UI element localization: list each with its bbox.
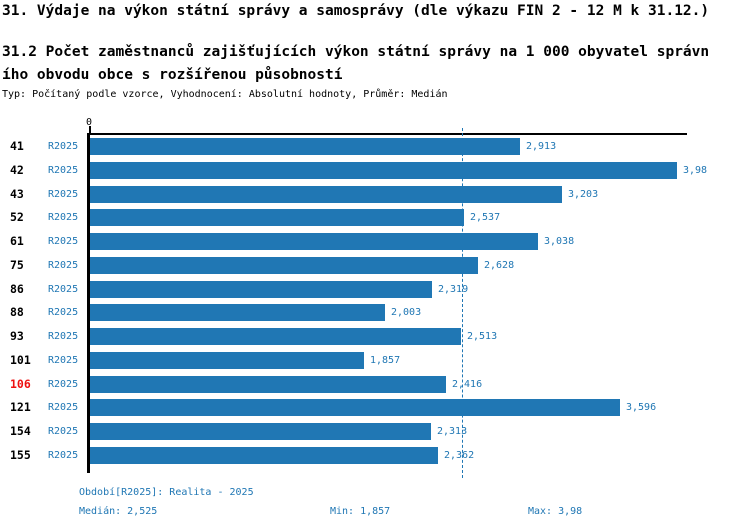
footer-period: Období[R2025]: Realita - 2025: [79, 487, 254, 498]
category-label: 43: [10, 187, 24, 201]
series-label: R2025: [48, 426, 79, 437]
bar: [90, 257, 478, 274]
category-label: 86: [10, 282, 24, 296]
category-label: 75: [10, 258, 24, 272]
page-title: 31. Výdaje na výkon státní správy a samo…: [2, 3, 710, 19]
category-label: 106: [10, 377, 31, 391]
value-label: 3,038: [544, 236, 575, 247]
value-label: 2,313: [437, 426, 468, 437]
series-label: R2025: [48, 141, 79, 152]
footer-median: Medián: 2,525: [79, 506, 158, 517]
series-label: R2025: [48, 284, 79, 295]
value-label: 1,857: [370, 355, 401, 366]
series-label: R2025: [48, 307, 79, 318]
series-label: R2025: [48, 402, 79, 413]
value-label: 2,628: [484, 260, 515, 271]
series-label: R2025: [48, 260, 79, 271]
category-label: 52: [10, 210, 24, 224]
value-label: 3,98: [683, 165, 708, 176]
x-axis-tick: [89, 126, 91, 134]
series-label: R2025: [48, 236, 79, 247]
bar: [90, 376, 446, 393]
value-label: 3,203: [568, 189, 599, 200]
bar: [90, 186, 562, 203]
bar: [90, 447, 438, 464]
bar: [90, 399, 620, 416]
category-label: 42: [10, 163, 24, 177]
category-label: 93: [10, 329, 24, 343]
median-line: [462, 128, 463, 478]
series-label: R2025: [48, 379, 79, 390]
category-label: 154: [10, 424, 31, 438]
category-label: 121: [10, 400, 31, 414]
value-label: 2,319: [438, 284, 469, 295]
bar: [90, 281, 432, 298]
value-label: 2,003: [391, 307, 422, 318]
category-label: 155: [10, 448, 31, 462]
value-label: 2,513: [467, 331, 498, 342]
bar: [90, 423, 431, 440]
bar: [90, 209, 464, 226]
value-label: 2,913: [526, 141, 557, 152]
series-label: R2025: [48, 331, 79, 342]
indicator-meta: Typ: Počítaný podle vzorce, Vyhodnocení:…: [2, 89, 448, 100]
indicator-subtitle-line2: ího obvodu obce s rozšířenou působností: [2, 67, 343, 83]
series-label: R2025: [48, 165, 79, 176]
series-label: R2025: [48, 212, 79, 223]
value-label: 3,596: [626, 402, 657, 413]
bar: [90, 233, 538, 250]
indicator-subtitle-line1: 31.2 Počet zaměstnanců zajišťujících výk…: [2, 44, 710, 60]
footer-max: Max: 3,98: [528, 506, 583, 517]
value-label: 2,416: [452, 379, 483, 390]
category-label: 61: [10, 234, 24, 248]
bar: [90, 328, 461, 345]
x-axis-line: [88, 133, 687, 135]
category-label: 101: [10, 353, 31, 367]
value-label: 2,537: [470, 212, 501, 223]
bar: [90, 162, 677, 179]
category-label: 41: [10, 139, 24, 153]
bar: [90, 138, 520, 155]
series-label: R2025: [48, 450, 79, 461]
value-label: 2,362: [444, 450, 475, 461]
series-label: R2025: [48, 355, 79, 366]
y-axis-line: [87, 133, 90, 473]
footer-min: Min: 1,857: [330, 506, 391, 517]
series-label: R2025: [48, 189, 79, 200]
bar: [90, 352, 364, 369]
bar: [90, 304, 385, 321]
x-axis-zero-label: 0: [86, 117, 93, 128]
category-label: 88: [10, 305, 24, 319]
